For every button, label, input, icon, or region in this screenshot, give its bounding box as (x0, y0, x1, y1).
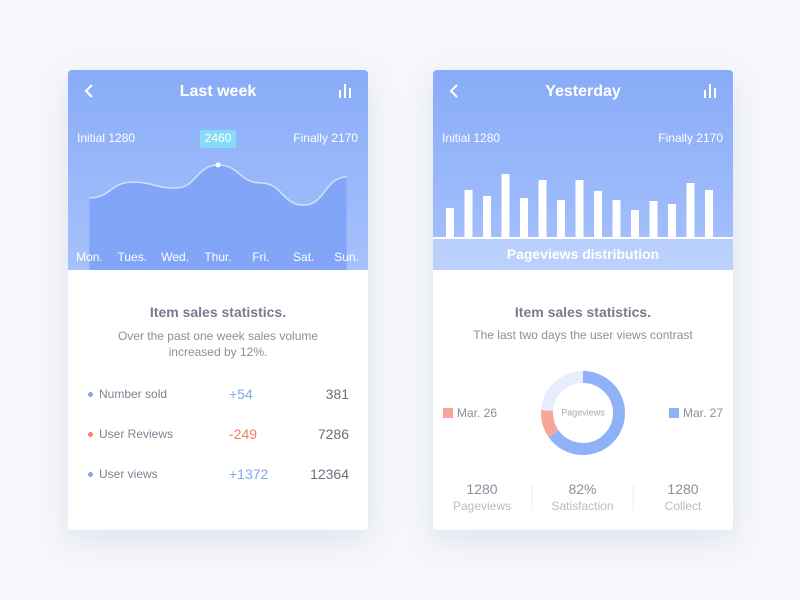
back-button[interactable] (449, 84, 458, 98)
donut-segment (541, 371, 625, 455)
row-label: User Reviews (99, 427, 174, 441)
x-tick-label: Sun. (334, 250, 359, 264)
row-dot (88, 432, 93, 437)
stat-label: Pageviews (452, 499, 512, 513)
x-tick-label: Fri. (252, 250, 269, 264)
bar (575, 180, 584, 238)
final-label: Finally 2170 (293, 131, 358, 145)
initial-label: Initial 1280 (77, 131, 136, 145)
section-title: Item sales statistics. (514, 304, 652, 320)
point (215, 162, 221, 168)
bar (686, 183, 695, 238)
bar (668, 204, 676, 238)
bar (483, 196, 491, 238)
row-change: +54 (229, 386, 253, 402)
x-tick-label: Tues. (117, 250, 147, 264)
card: Mon. Tues. Wed. Thur. Fri. Sat. Sun. 2460 Last … (68, 70, 368, 530)
bar (612, 200, 621, 238)
card-graphics: Pageviews Mar. 27 Mar. 26 (433, 84, 733, 510)
x-tick-label: Thur. (204, 250, 231, 264)
bar (705, 190, 713, 238)
bar (557, 200, 565, 238)
row-change: +1372 (229, 466, 269, 482)
row-total: 12364 (310, 466, 349, 482)
card-title: Last week (179, 83, 257, 100)
bar (538, 180, 547, 238)
description: Over the past one week sales volume incr… (117, 329, 319, 359)
value-label: 2460 (205, 131, 232, 145)
card-title: Yesterday (545, 83, 621, 100)
row-dot (88, 472, 93, 477)
stat-label: Satisfaction (551, 499, 614, 513)
chart-caption: Pageviews distribution (506, 246, 660, 262)
card: Pageviews Mar. 27 Mar. 26 Yesterday Initia… (433, 70, 733, 530)
initial-label: Initial 1280 (442, 131, 501, 145)
row-label: Number sold (99, 387, 168, 401)
chart-icon[interactable] (339, 84, 351, 98)
bar (446, 208, 454, 238)
legend-label: Mar. 26 (457, 406, 497, 420)
x-tick-label: Mon. (76, 250, 103, 264)
bar (501, 174, 510, 238)
caption-band (433, 238, 733, 270)
area (89, 165, 347, 270)
legend-swatch (669, 408, 679, 418)
legend-swatch (443, 408, 453, 418)
chart-icon[interactable] (704, 84, 716, 98)
row-change: -249 (229, 426, 258, 442)
row-total: 381 (325, 386, 349, 402)
donut-center-label: Pageviews (561, 407, 605, 417)
x-tick-label: Sat. (293, 250, 314, 264)
back-button[interactable] (84, 84, 93, 98)
bar (520, 198, 528, 238)
stat-label: Collect (664, 499, 702, 513)
tooltip (200, 130, 236, 149)
bar (464, 190, 473, 238)
bar (594, 191, 602, 238)
x-tick-label: Wed. (161, 250, 189, 264)
bar (649, 201, 658, 238)
row-label: User views (99, 467, 158, 481)
bar (631, 210, 639, 238)
stat-value: 1280 (667, 481, 699, 497)
stat-value: 1280 (466, 481, 498, 497)
section-title: Item sales statistics. (149, 304, 287, 320)
row-dot (88, 392, 93, 397)
final-label: Finally 2170 (658, 131, 723, 145)
row-total: 7286 (317, 426, 349, 442)
donut-segment (541, 371, 625, 455)
description: The last two days the user views contras… (473, 328, 693, 342)
legend-label: Mar. 27 (683, 406, 723, 420)
card-graphics: Mon. Tues. Wed. Thur. Fri. Sat. Sun. 2460 (76, 84, 359, 270)
stat-value: 82% (568, 481, 597, 497)
